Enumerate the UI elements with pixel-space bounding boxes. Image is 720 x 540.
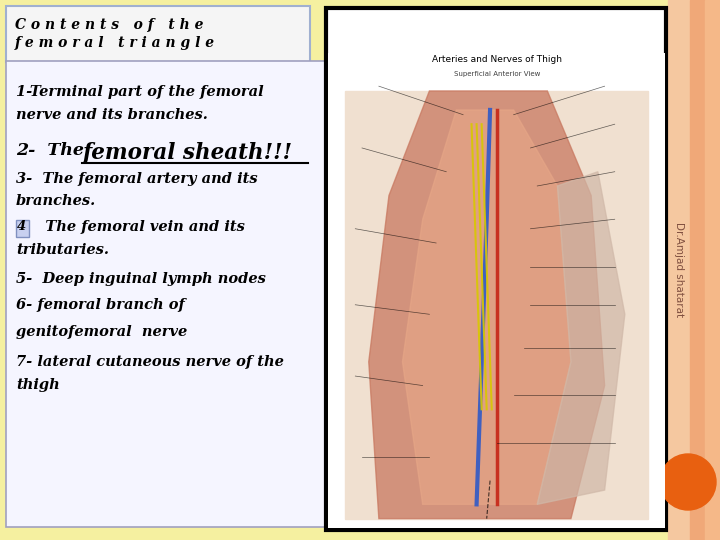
Text: 3-  The femoral artery and its: 3- The femoral artery and its xyxy=(16,172,258,186)
Bar xyxy=(690,0,705,540)
Polygon shape xyxy=(369,91,605,518)
Text: f e m o r a l   t r i a n g l e: f e m o r a l t r i a n g l e xyxy=(15,36,215,50)
FancyBboxPatch shape xyxy=(6,61,326,527)
Text: 7- lateral cutaneous nerve of the: 7- lateral cutaneous nerve of the xyxy=(16,355,284,369)
Text: branches.: branches. xyxy=(16,194,96,208)
Text: nerve and its branches.: nerve and its branches. xyxy=(16,108,208,122)
Text: 1-Terminal part of the femoral: 1-Terminal part of the femoral xyxy=(16,85,264,99)
Bar xyxy=(705,0,720,540)
Text: genitofemoral  nerve: genitofemoral nerve xyxy=(16,325,187,339)
Polygon shape xyxy=(537,172,625,504)
Text: Arteries and Nerves of Thigh: Arteries and Nerves of Thigh xyxy=(432,55,562,64)
FancyBboxPatch shape xyxy=(6,6,310,62)
Circle shape xyxy=(660,454,716,510)
Text: 5-  Deep inguinal lymph nodes: 5- Deep inguinal lymph nodes xyxy=(16,272,266,286)
Text: Dr.Amjad shatarat: Dr.Amjad shatarat xyxy=(674,222,684,318)
Text: Superficial Anterior View: Superficial Anterior View xyxy=(454,71,540,77)
Text: 2-  The: 2- The xyxy=(16,142,90,159)
Bar xyxy=(668,0,720,540)
Text: femoral sheath!!!: femoral sheath!!! xyxy=(82,142,292,164)
Text: tributaries.: tributaries. xyxy=(16,243,109,257)
Bar xyxy=(16,220,29,237)
Polygon shape xyxy=(402,110,571,504)
Text: thigh: thigh xyxy=(16,378,60,392)
FancyBboxPatch shape xyxy=(326,8,666,530)
Text: 6- femoral branch of: 6- femoral branch of xyxy=(16,298,185,312)
Text: The femoral vein and its: The femoral vein and its xyxy=(30,220,245,234)
Text: 4: 4 xyxy=(17,220,26,233)
Text: C o n t e n t s   o f   t h e: C o n t e n t s o f t h e xyxy=(15,18,204,32)
